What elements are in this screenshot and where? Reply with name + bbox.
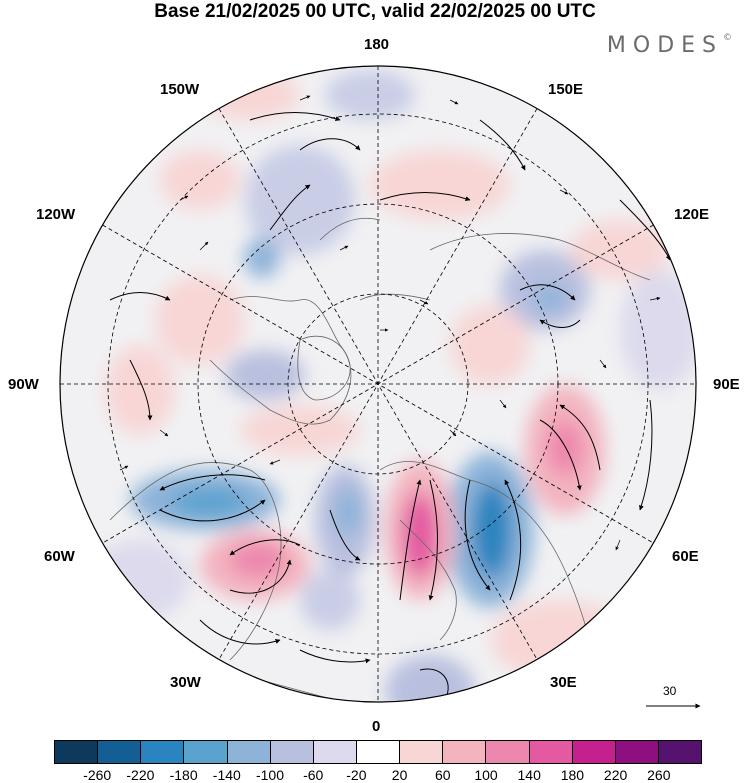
colorbar-tick-label: 100 bbox=[474, 767, 498, 783]
colorbar-swatch bbox=[443, 741, 487, 763]
lon-label-180: 180 bbox=[364, 36, 390, 53]
colorbar-swatch bbox=[400, 741, 444, 763]
colorbar-tick-label: 180 bbox=[560, 767, 585, 783]
vector-scale-label: 30 bbox=[663, 684, 677, 698]
colorbar-swatch bbox=[529, 741, 573, 763]
colorbar-tick-label: -100 bbox=[255, 767, 285, 783]
colorbar-tick-label: 140 bbox=[517, 767, 541, 783]
copyright-mark: © bbox=[723, 32, 732, 43]
colorbar-swatch bbox=[184, 741, 228, 763]
colorbar-tick-label: 220 bbox=[603, 767, 628, 783]
map-title: Base 21/02/2025 00 UTC, valid 22/02/2025… bbox=[154, 1, 596, 22]
lon-label-120w: 120W bbox=[36, 206, 76, 223]
colorbar-tick-label: -140 bbox=[212, 767, 241, 783]
lon-label-60w: 60W bbox=[44, 548, 75, 565]
colorbar-swatch bbox=[572, 741, 616, 763]
colorbar-swatch bbox=[98, 741, 142, 763]
colorbar-tick-label: -180 bbox=[169, 767, 198, 783]
lon-label-120e: 120E bbox=[674, 206, 710, 223]
colorbar bbox=[54, 740, 702, 764]
modes-logo: MODES© bbox=[607, 33, 732, 58]
map-border bbox=[59, 65, 697, 703]
lon-label-60e: 60E bbox=[672, 548, 699, 565]
lon-label-150e: 150E bbox=[548, 81, 584, 98]
colorbar-tick-label: -260 bbox=[83, 767, 112, 783]
colorbar-tick-label: -60 bbox=[303, 767, 324, 783]
colorbar-tick-label: 260 bbox=[647, 767, 671, 783]
colorbar-swatch bbox=[270, 741, 314, 763]
lon-label-30w: 30W bbox=[170, 674, 201, 691]
colorbar-swatch bbox=[658, 741, 702, 763]
colorbar-tick-label: -20 bbox=[346, 767, 367, 783]
colorbar-swatch bbox=[313, 741, 357, 763]
colorbar-swatch bbox=[356, 741, 401, 763]
colorbar-swatch bbox=[227, 741, 271, 763]
lon-label-90w: 90W bbox=[8, 376, 39, 393]
colorbar-swatch bbox=[486, 741, 530, 763]
colorbar-swatch bbox=[141, 741, 185, 763]
lon-label-90e: 90E bbox=[713, 376, 740, 393]
anomaly-shading bbox=[90, 70, 696, 702]
colorbar-swatch bbox=[615, 741, 659, 763]
colorbar-tick-label: -220 bbox=[126, 767, 155, 783]
lon-label-0: 0 bbox=[372, 718, 381, 735]
colorbar-tick-label: 20 bbox=[391, 767, 408, 783]
colorbar-swatch bbox=[55, 741, 99, 763]
colorbar-tick-label: 60 bbox=[435, 767, 451, 783]
brand-text: MODES bbox=[606, 33, 723, 58]
lon-label-150w: 150W bbox=[160, 81, 200, 98]
graticule bbox=[60, 66, 696, 702]
map-field bbox=[60, 66, 696, 702]
wind-vectors-short bbox=[119, 95, 661, 551]
lon-label-30e: 30E bbox=[550, 674, 577, 691]
